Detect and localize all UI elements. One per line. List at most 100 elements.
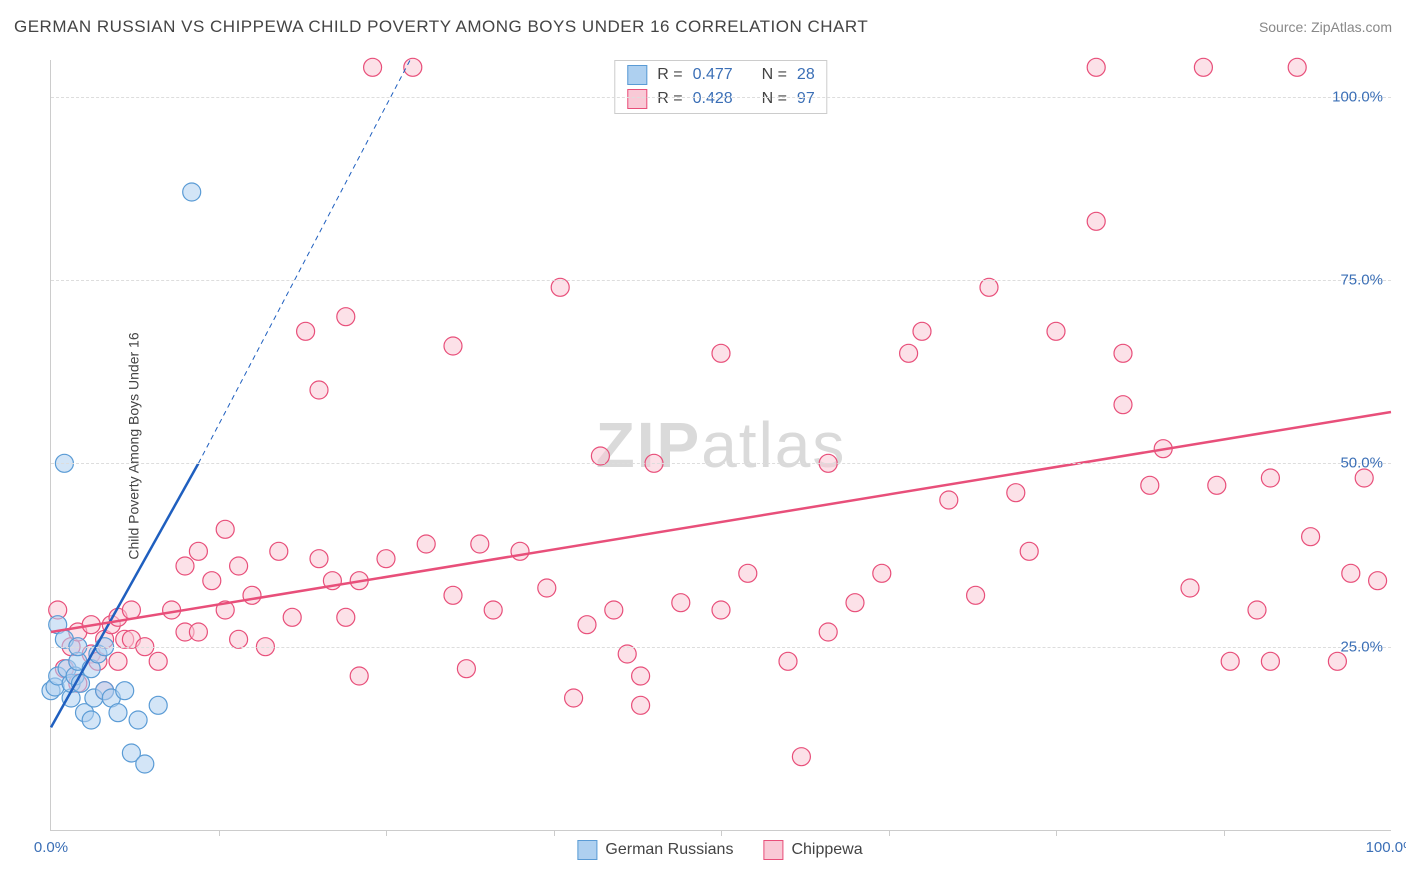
data-point-german-russians: [82, 711, 100, 729]
data-point-chippewa: [591, 447, 609, 465]
n-label: N =: [762, 66, 787, 84]
data-point-chippewa: [189, 542, 207, 560]
data-point-chippewa: [471, 535, 489, 553]
data-point-chippewa: [1007, 484, 1025, 502]
data-point-chippewa: [618, 645, 636, 663]
data-point-chippewa: [1087, 212, 1105, 230]
chart-area: ZIPatlas R = 0.477 N = 28R = 0.428 N = 9…: [50, 60, 1390, 830]
data-point-chippewa: [1261, 469, 1279, 487]
data-point-chippewa: [605, 601, 623, 619]
plot-area: ZIPatlas R = 0.477 N = 28R = 0.428 N = 9…: [50, 60, 1391, 831]
data-point-german-russians: [116, 682, 134, 700]
data-point-german-russians: [149, 696, 167, 714]
data-point-chippewa: [1114, 344, 1132, 362]
data-point-chippewa: [712, 601, 730, 619]
data-point-chippewa: [712, 344, 730, 362]
data-point-chippewa: [1342, 564, 1360, 582]
source-label: Source: ZipAtlas.com: [1259, 19, 1392, 35]
swatch-icon: [763, 840, 783, 860]
legend-label: Chippewa: [791, 841, 862, 859]
x-tick-mark: [1224, 830, 1225, 836]
r-value: 0.428: [693, 90, 733, 108]
series-legend: German Russians Chippewa: [577, 840, 862, 860]
x-tick-label: 100.0%: [1366, 839, 1406, 856]
data-point-chippewa: [1087, 58, 1105, 76]
legend-item: German Russians: [577, 840, 733, 860]
data-point-chippewa: [337, 308, 355, 326]
data-point-chippewa: [203, 572, 221, 590]
correlation-legend: R = 0.477 N = 28R = 0.428 N = 97: [614, 60, 827, 114]
data-point-chippewa: [230, 630, 248, 648]
data-point-chippewa: [578, 616, 596, 634]
data-point-chippewa: [364, 58, 382, 76]
chart-title: GERMAN RUSSIAN VS CHIPPEWA CHILD POVERTY…: [14, 17, 868, 37]
data-point-chippewa: [792, 748, 810, 766]
swatch-icon: [577, 840, 597, 860]
data-point-chippewa: [417, 535, 435, 553]
data-point-chippewa: [779, 652, 797, 670]
data-point-chippewa: [176, 557, 194, 575]
data-point-chippewa: [216, 520, 234, 538]
x-tick-mark: [219, 830, 220, 836]
data-point-chippewa: [109, 652, 127, 670]
data-point-chippewa: [980, 278, 998, 296]
data-point-chippewa: [1302, 528, 1320, 546]
data-point-chippewa: [913, 322, 931, 340]
x-tick-mark: [386, 830, 387, 836]
x-tick-mark: [889, 830, 890, 836]
data-point-chippewa: [900, 344, 918, 362]
r-label: R =: [657, 66, 682, 84]
data-point-chippewa: [283, 608, 301, 626]
data-point-chippewa: [444, 337, 462, 355]
corr-row-german-russians: R = 0.477 N = 28: [627, 63, 814, 87]
data-point-chippewa: [230, 557, 248, 575]
x-tick-label: 0.0%: [34, 839, 68, 856]
data-point-chippewa: [672, 594, 690, 612]
y-tick-label: 25.0%: [1340, 638, 1383, 655]
y-tick-label: 100.0%: [1332, 88, 1383, 105]
legend-label: German Russians: [605, 841, 733, 859]
x-tick-mark: [1056, 830, 1057, 836]
data-point-chippewa: [873, 564, 891, 582]
x-tick-mark: [721, 830, 722, 836]
swatch-icon: [627, 65, 647, 85]
data-point-chippewa: [243, 586, 261, 604]
data-point-chippewa: [337, 608, 355, 626]
n-label: N =: [762, 90, 787, 108]
gridline: [51, 647, 1391, 648]
legend-item: Chippewa: [763, 840, 862, 860]
data-point-chippewa: [1288, 58, 1306, 76]
data-point-chippewa: [484, 601, 502, 619]
n-value: 97: [797, 90, 815, 108]
data-point-chippewa: [632, 667, 650, 685]
trendline-dash-german-russians: [198, 60, 410, 463]
plot-svg: [51, 60, 1391, 830]
data-point-chippewa: [846, 594, 864, 612]
data-point-chippewa: [350, 667, 368, 685]
data-point-chippewa: [1261, 652, 1279, 670]
data-point-chippewa: [1208, 476, 1226, 494]
data-point-chippewa: [377, 550, 395, 568]
data-point-chippewa: [122, 601, 140, 619]
data-point-chippewa: [149, 652, 167, 670]
data-point-german-russians: [129, 711, 147, 729]
data-point-chippewa: [1369, 572, 1387, 590]
gridline: [51, 97, 1391, 98]
corr-row-chippewa: R = 0.428 N = 97: [627, 87, 814, 111]
trendline-chippewa: [51, 412, 1391, 632]
data-point-chippewa: [1114, 396, 1132, 414]
data-point-chippewa: [1141, 476, 1159, 494]
data-point-chippewa: [270, 542, 288, 560]
r-value: 0.477: [693, 66, 733, 84]
data-point-chippewa: [404, 58, 422, 76]
data-point-chippewa: [511, 542, 529, 560]
data-point-chippewa: [310, 550, 328, 568]
data-point-chippewa: [1194, 58, 1212, 76]
data-point-chippewa: [739, 564, 757, 582]
data-point-chippewa: [551, 278, 569, 296]
data-point-german-russians: [136, 755, 154, 773]
r-label: R =: [657, 90, 682, 108]
data-point-chippewa: [538, 579, 556, 597]
data-point-chippewa: [940, 491, 958, 509]
data-point-chippewa: [444, 586, 462, 604]
